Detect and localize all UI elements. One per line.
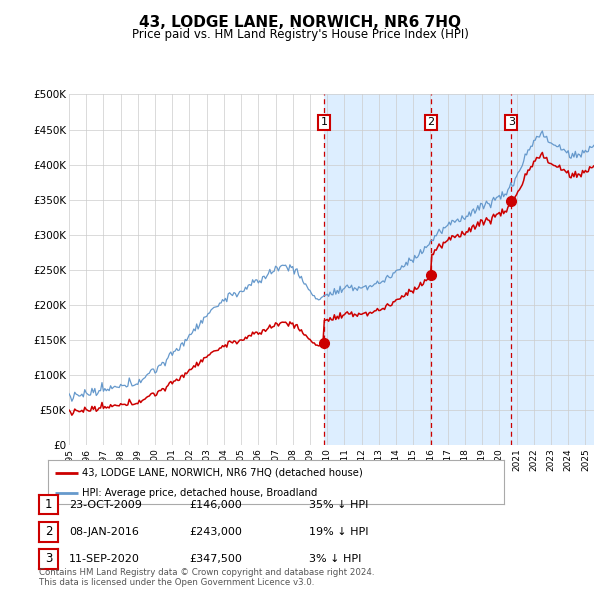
Text: HPI: Average price, detached house, Broadland: HPI: Average price, detached house, Broa… [82,489,317,499]
Text: 35% ↓ HPI: 35% ↓ HPI [309,500,368,510]
Text: 1: 1 [320,117,328,127]
Text: 2: 2 [45,525,52,538]
Text: 08-JAN-2016: 08-JAN-2016 [69,527,139,537]
Text: 23-OCT-2009: 23-OCT-2009 [69,500,142,510]
Text: 3: 3 [508,117,515,127]
Text: £347,500: £347,500 [189,554,242,564]
Text: 1: 1 [45,498,52,511]
Text: 11-SEP-2020: 11-SEP-2020 [69,554,140,564]
Text: Contains HM Land Registry data © Crown copyright and database right 2024.
This d: Contains HM Land Registry data © Crown c… [39,568,374,587]
Text: 43, LODGE LANE, NORWICH, NR6 7HQ (detached house): 43, LODGE LANE, NORWICH, NR6 7HQ (detach… [82,468,363,477]
Text: Price paid vs. HM Land Registry's House Price Index (HPI): Price paid vs. HM Land Registry's House … [131,28,469,41]
Text: 19% ↓ HPI: 19% ↓ HPI [309,527,368,537]
Bar [324,94,594,445]
Text: £146,000: £146,000 [189,500,242,510]
Text: £243,000: £243,000 [189,527,242,537]
Text: 3: 3 [45,552,52,565]
Text: 3% ↓ HPI: 3% ↓ HPI [309,554,361,564]
Text: 2: 2 [427,117,434,127]
Text: 43, LODGE LANE, NORWICH, NR6 7HQ: 43, LODGE LANE, NORWICH, NR6 7HQ [139,15,461,30]
